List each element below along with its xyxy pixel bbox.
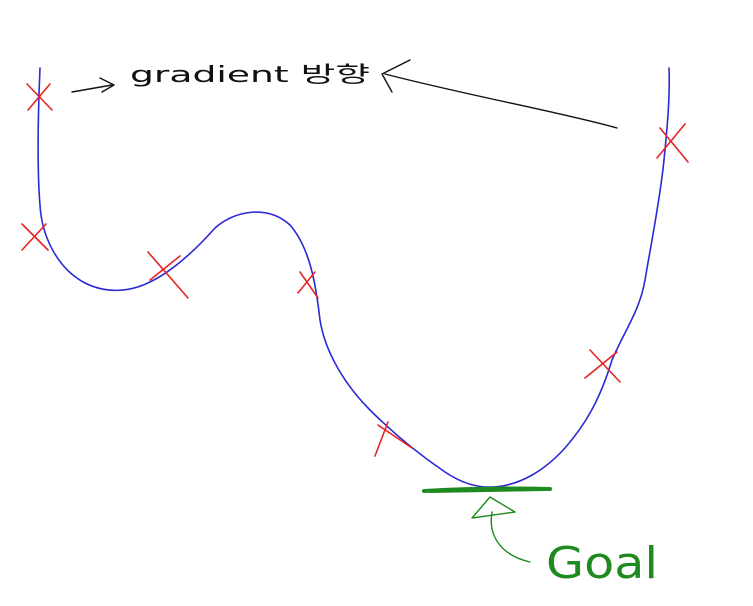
x-mark-icon	[297, 271, 319, 299]
hand-drawn-arrow-icon	[471, 496, 531, 563]
x-mark-icon	[584, 349, 621, 383]
x-mark-icon	[26, 83, 53, 111]
loss-curve	[37, 67, 671, 488]
hand-drawn-arrow-icon	[71, 77, 115, 93]
x-mark-icon	[147, 251, 189, 299]
hand-drawn-arrow-icon	[381, 59, 618, 129]
gradient-direction-label: gradient 방향	[130, 63, 370, 88]
x-mark-icon	[374, 421, 413, 457]
x-mark-icon	[21, 223, 49, 251]
goal-label: Goal	[546, 538, 658, 589]
goal-marker	[422, 486, 552, 493]
x-mark-icon	[656, 123, 689, 163]
